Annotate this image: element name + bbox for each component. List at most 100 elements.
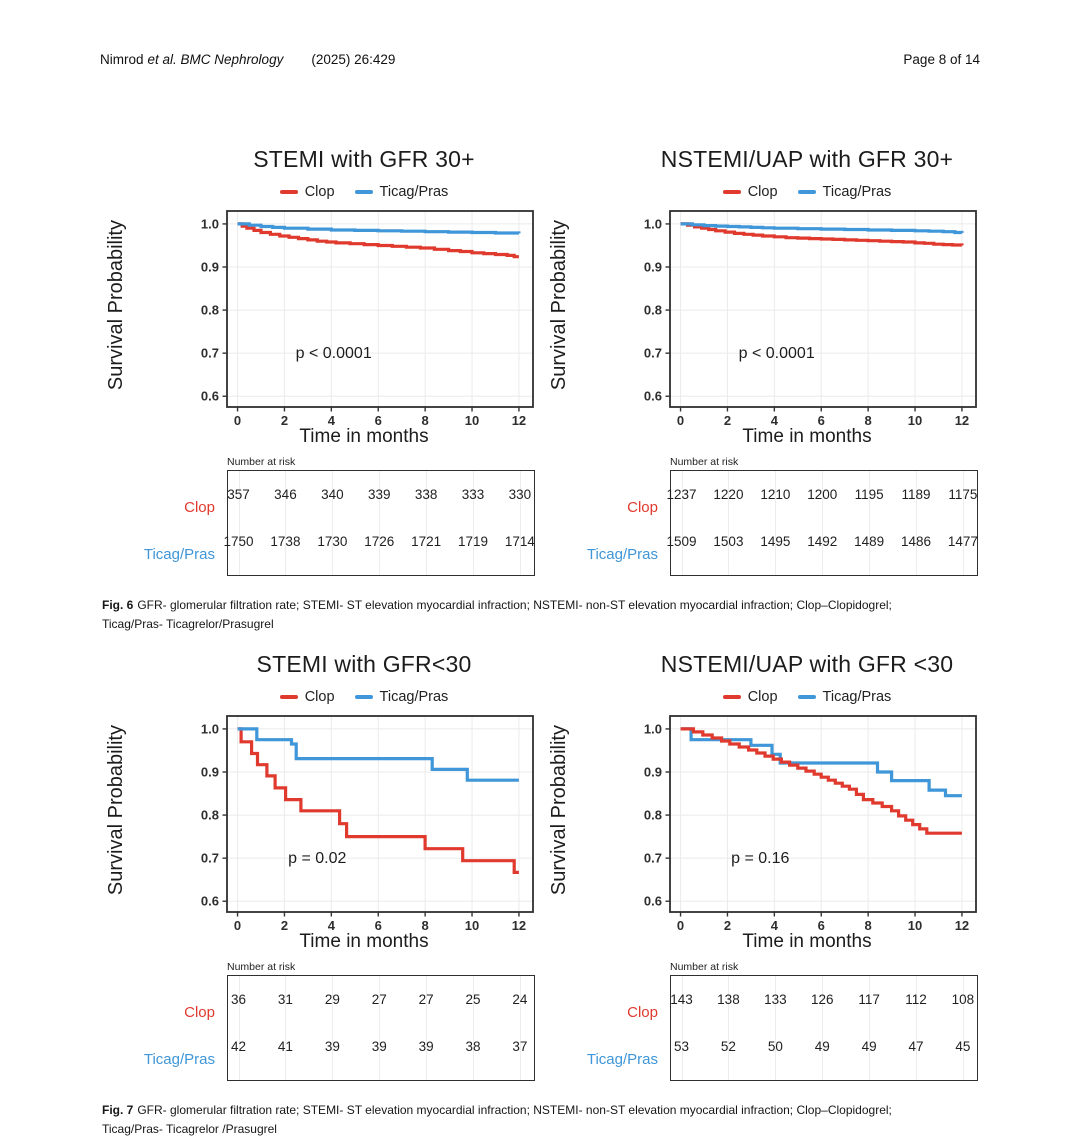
risk-value: 52 (720, 1039, 736, 1054)
figure-caption-label: Fig. 7 (102, 1103, 134, 1117)
p-value-label: p < 0.0001 (296, 345, 372, 362)
plot-frame (226, 210, 534, 408)
risk-value: 41 (277, 1039, 293, 1054)
risk-gridline (285, 976, 287, 1080)
risk-value: 27 (371, 992, 387, 1007)
risk-gridline (473, 976, 475, 1080)
risk-value: 1719 (458, 534, 489, 549)
risk-gridline (285, 471, 287, 575)
plot-frame (669, 210, 977, 408)
figure-6: STEMI with GFR 30+ Clop Ticag/Pras Surviv… (100, 138, 980, 631)
risk-value: 31 (277, 992, 293, 1007)
km-curve-clop (680, 727, 962, 835)
risk-row-label: Clop (627, 499, 658, 516)
y-axis-label: Survival Probability (102, 205, 130, 405)
x-tick-label: 8 (422, 918, 429, 933)
y-tick-label: 0.9 (201, 765, 219, 780)
x-tick-label: 10 (465, 918, 479, 933)
y-tick-label: 0.9 (644, 260, 662, 275)
x-tick-label: 2 (281, 918, 288, 933)
y-tick-label: 1.0 (201, 216, 219, 231)
x-tick-label: 10 (908, 918, 922, 933)
y-axis-label: Survival Probability (545, 710, 573, 910)
risk-gridline (728, 471, 730, 575)
risk-value: 1477 (947, 534, 978, 549)
legend-dash-icon (722, 694, 741, 700)
risk-gridline (519, 976, 521, 1080)
x-tick-label: 8 (865, 918, 872, 933)
risk-value: 138 (717, 992, 740, 1007)
legend-label: Ticag/Pras (379, 184, 449, 200)
risk-gridline (379, 976, 381, 1080)
panel-title: NSTEMI/UAP with GFR <30 (660, 651, 954, 677)
risk-table-box: 143 138 133 126 117 112 108 53 52 50 49 49 47 45 (670, 975, 978, 1081)
x-tick-label: 8 (422, 413, 429, 428)
risk-gridline (426, 976, 428, 1080)
plot-frame (226, 715, 534, 913)
risk-value: 39 (418, 1039, 434, 1054)
risk-value: 357 (227, 487, 250, 502)
legend-label: Clop (747, 184, 778, 200)
risk-table-box: 357 346 340 339 338 333 330 1750 1738 1730 1726 172… (224, 470, 535, 576)
risk-value: 126 (810, 992, 834, 1007)
x-tick-label: 4 (771, 918, 779, 933)
risk-value: 38 (465, 1039, 481, 1054)
y-tick-label: 0.8 (644, 303, 662, 318)
legend-label: Ticag/Pras (822, 689, 892, 705)
risk-gridline (822, 471, 824, 575)
risk-value: 143 (670, 992, 693, 1007)
x-tick-label: 4 (771, 413, 779, 428)
risk-table: Number at risk Clop Ticag/Pras 143 138 133 1… (543, 961, 980, 1081)
risk-gridline (916, 976, 918, 1080)
y-tick-label: 0.8 (201, 808, 219, 823)
figure-caption-text: GFR- glomerular filtration rate; STEMI- … (137, 1103, 892, 1117)
legend-item: Clop (279, 689, 335, 705)
x-tick-label: 4 (328, 413, 336, 428)
figure-6-panels: STEMI with GFR 30+ Clop Ticag/Pras Surviv… (100, 138, 980, 576)
risk-value: 39 (324, 1039, 340, 1054)
x-tick-label: 10 (908, 413, 922, 428)
risk-gridline (775, 976, 777, 1080)
risk-value: 112 (905, 992, 927, 1007)
risk-value: 1486 (901, 534, 932, 549)
x-tick-label: 6 (375, 413, 382, 428)
risk-value: 53 (674, 1039, 690, 1054)
risk-row-labels: Clop Ticag/Pras (543, 975, 663, 1079)
risk-value: 1738 (270, 534, 301, 549)
legend-item: Clop (279, 184, 335, 200)
risk-table: Number at risk Clop Ticag/Pras 357 346 340 3… (100, 456, 537, 576)
legend-dash-icon (279, 189, 298, 195)
header-citation: Nimrod et al. BMC Nephrology (2025) 26:429 (100, 52, 395, 67)
km-curve-ticag-pras (680, 222, 964, 235)
risk-table: Number at risk Clop Ticag/Pras 36 31 29 27 27… (100, 961, 537, 1081)
risk-value: 25 (465, 992, 481, 1007)
legend-dash-icon (354, 189, 373, 195)
y-tick-label: 1.0 (644, 721, 662, 736)
risk-value: 340 (321, 487, 344, 502)
km-curve-clop (680, 222, 964, 247)
risk-row-labels: Clop Ticag/Pras (543, 470, 663, 574)
risk-value: 1237 (666, 487, 697, 502)
legend-label: Clop (304, 689, 335, 705)
risk-row-label: Ticag/Pras (143, 546, 215, 563)
panel-title: STEMI with GFR<30 (256, 651, 472, 677)
risk-table-box: 1237 1220 1210 1200 1195 1189 1175 1509 1503 1495… (666, 470, 978, 576)
x-tick-label: 6 (375, 918, 382, 933)
risk-table-box: 36 31 29 27 27 25 24 42 41 39 39 39 38 37 (227, 975, 535, 1081)
legend-item: Clop (722, 184, 778, 200)
y-tick-label: 0.6 (201, 389, 219, 404)
risk-gridline (728, 976, 730, 1080)
legend-dash-icon (722, 189, 741, 195)
risk-row-labels: Clop Ticag/Pras (100, 470, 220, 574)
risk-value: 49 (861, 1039, 877, 1054)
page-header: Nimrod et al. BMC Nephrology (2025) 26:429… (100, 52, 980, 67)
y-tick-label: 0.7 (644, 346, 662, 361)
risk-value: 1189 (901, 487, 931, 502)
risk-table-title: Number at risk (227, 456, 296, 468)
legend-item: Ticag/Pras (354, 184, 449, 200)
risk-value: 1721 (411, 534, 442, 549)
legend-item: Ticag/Pras (797, 689, 892, 705)
risk-table-title: Number at risk (227, 961, 296, 973)
risk-value: 37 (512, 1039, 528, 1054)
